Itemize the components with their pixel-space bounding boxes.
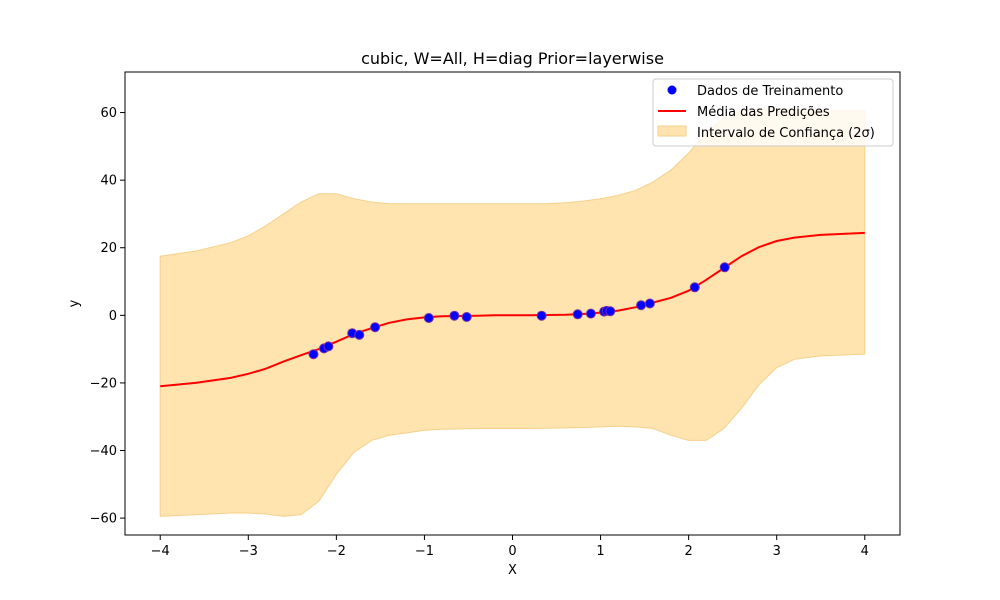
legend-marker-confidence-band [657, 125, 687, 137]
training-point [461, 312, 472, 322]
x-tick-label: 0 [508, 544, 516, 559]
confidence-band [159, 108, 866, 517]
confidence-band-layer [159, 108, 866, 517]
legend-label-training-data: Dados de Treinamento [697, 84, 843, 99]
x-tick-label: 2 [684, 544, 692, 559]
y-tick-label: −20 [90, 376, 117, 391]
y-tick-label: 40 [100, 174, 117, 189]
training-point [308, 349, 319, 360]
legend-marker-training-data [667, 85, 677, 95]
training-point [644, 298, 655, 309]
y-tick-label: −40 [90, 444, 117, 459]
chart-title: cubic, W=All, H=diag Prior=layerwise [361, 49, 664, 68]
training-point [449, 310, 460, 321]
x-tick-label: −4 [151, 544, 170, 559]
x-tick-label: −1 [415, 544, 434, 559]
x-tick-label: 3 [773, 544, 781, 559]
x-tick-label: 1 [596, 544, 604, 559]
x-axis-label: X [508, 563, 517, 578]
training-point [370, 322, 381, 333]
legend-label-confidence-band: Intervalo de Confiança (2σ) [697, 126, 875, 141]
training-point [636, 300, 647, 311]
training-point [719, 262, 730, 273]
legend: Dados de Treinamento Média das Predições… [652, 78, 894, 147]
y-tick-label: 0 [109, 309, 117, 324]
y-tick-label: 20 [100, 241, 117, 256]
training-point [323, 341, 334, 352]
training-point [585, 308, 596, 319]
training-point [605, 306, 616, 317]
y-axis-label: y [67, 299, 82, 307]
training-point [689, 282, 700, 293]
x-tick-label: 4 [861, 544, 869, 559]
legend-label-mean-line: Média das Predições [697, 105, 830, 120]
x-tick-label: −3 [239, 544, 258, 559]
training-point [354, 329, 365, 340]
legend-box [652, 78, 894, 147]
y-axis-ticks: −60 −40 −20 0 20 40 60 [90, 106, 125, 527]
training-point [423, 313, 434, 323]
training-point [572, 309, 583, 320]
training-points-layer [308, 262, 730, 360]
y-tick-label: −60 [90, 512, 117, 527]
y-tick-label: 60 [100, 106, 117, 121]
x-tick-label: −2 [327, 544, 346, 559]
x-axis-ticks: −4 −3 −2 −1 0 1 2 3 4 [151, 535, 869, 559]
training-point [536, 310, 547, 321]
